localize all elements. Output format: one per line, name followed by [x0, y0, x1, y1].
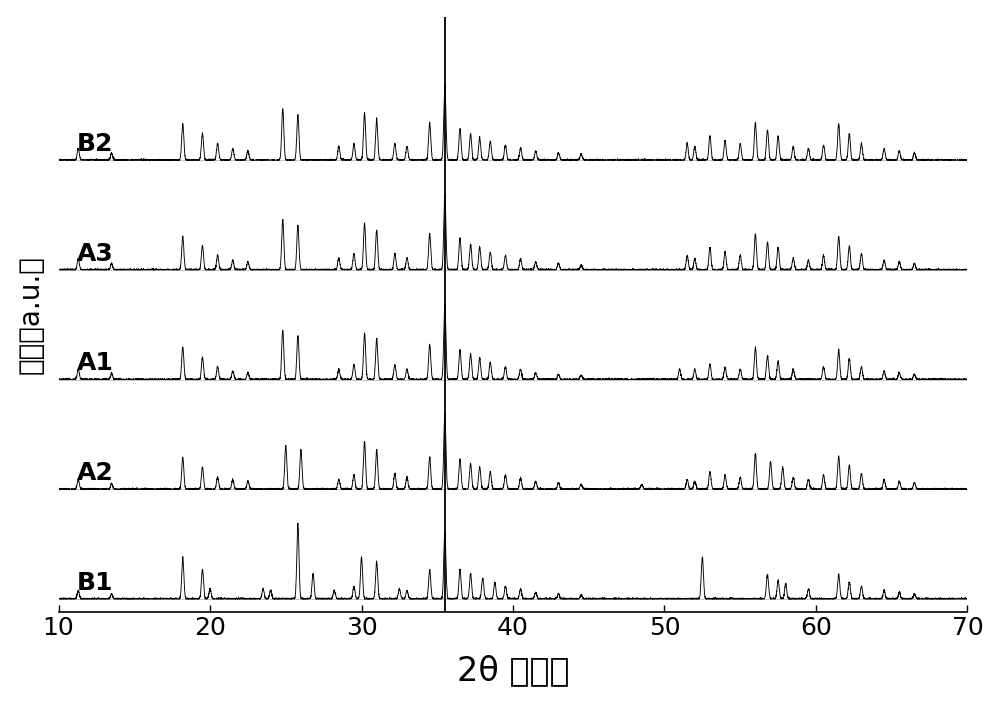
Text: A3: A3 — [77, 241, 113, 265]
Text: A2: A2 — [77, 461, 113, 485]
Y-axis label: 强度（a.u.）: 强度（a.u.） — [17, 255, 45, 374]
Text: B2: B2 — [77, 132, 113, 156]
Text: B1: B1 — [77, 571, 113, 595]
X-axis label: 2θ （度）: 2θ （度） — [457, 654, 569, 687]
Text: A1: A1 — [77, 351, 114, 375]
